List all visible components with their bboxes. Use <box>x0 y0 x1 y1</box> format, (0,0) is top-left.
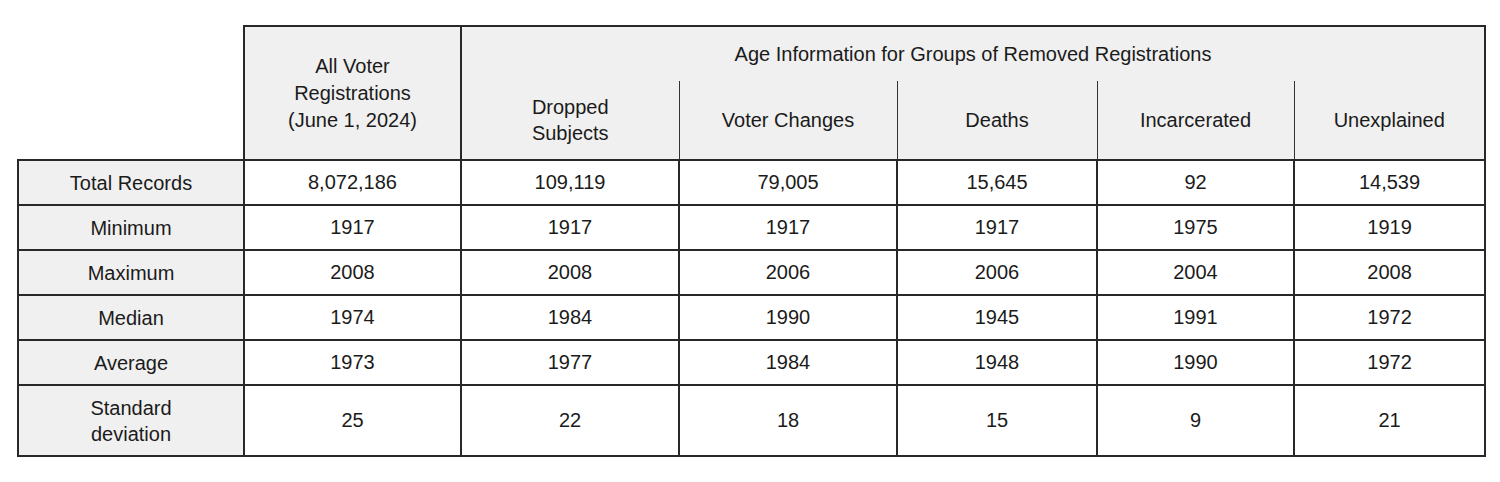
cell-value: 109,119 <box>461 160 679 205</box>
cell-value: 2006 <box>679 250 897 295</box>
row-label-maximum: Maximum <box>18 250 244 295</box>
cell-value: 1984 <box>461 295 679 340</box>
cell-value: 2004 <box>1097 250 1294 295</box>
row-label-total-records: Total Records <box>18 160 244 205</box>
cell-value: 1990 <box>1097 340 1294 385</box>
cell-value: 1975 <box>1097 205 1294 250</box>
cell-value: 1917 <box>461 205 679 250</box>
row-label-standard-deviation: Standard deviation <box>18 385 244 456</box>
cell-value: 1917 <box>244 205 461 250</box>
cell-value: 8,072,186 <box>244 160 461 205</box>
cell-value: 22 <box>461 385 679 456</box>
cell-value: 92 <box>1097 160 1294 205</box>
col-header-all-voter-registrations: All Voter Registrations (June 1, 2024) <box>244 26 461 160</box>
table-row-total-records: Total Records 8,072,186 109,119 79,005 1… <box>18 160 1485 205</box>
cell-value: 15 <box>897 385 1097 456</box>
table-row-maximum: Maximum 2008 2008 2006 2006 2004 2008 <box>18 250 1485 295</box>
voter-registration-stats-table: All Voter Registrations (June 1, 2024) A… <box>17 25 1486 457</box>
cell-value: 1919 <box>1294 205 1485 250</box>
cell-value: 25 <box>244 385 461 456</box>
cell-value: 1917 <box>897 205 1097 250</box>
cell-value: 18 <box>679 385 897 456</box>
cell-value: 2008 <box>1294 250 1485 295</box>
cell-value: 1991 <box>1097 295 1294 340</box>
col-header-deaths: Deaths <box>897 81 1097 160</box>
cell-value: 15,645 <box>897 160 1097 205</box>
table-row-median: Median 1974 1984 1990 1945 1991 1972 <box>18 295 1485 340</box>
cell-value: 21 <box>1294 385 1485 456</box>
cell-value: 1972 <box>1294 295 1485 340</box>
cell-value: 1990 <box>679 295 897 340</box>
col-header-unexplained: Unexplained <box>1294 81 1485 160</box>
row-label-median: Median <box>18 295 244 340</box>
cell-value: 1984 <box>679 340 897 385</box>
col-header-voter-changes: Voter Changes <box>679 81 897 160</box>
cell-value: 1917 <box>679 205 897 250</box>
table-row-average: Average 1973 1977 1984 1948 1990 1972 <box>18 340 1485 385</box>
cell-value: 1948 <box>897 340 1097 385</box>
cell-value: 1973 <box>244 340 461 385</box>
cell-value: 1972 <box>1294 340 1485 385</box>
cell-value: 1974 <box>244 295 461 340</box>
cell-value: 2006 <box>897 250 1097 295</box>
header-row-group: All Voter Registrations (June 1, 2024) A… <box>18 26 1485 81</box>
col-header-dropped-subjects: Dropped Subjects <box>461 81 679 160</box>
col-header-incarcerated: Incarcerated <box>1097 81 1294 160</box>
table-row-standard-deviation: Standard deviation 25 22 18 15 9 21 <box>18 385 1485 456</box>
table-row-minimum: Minimum 1917 1917 1917 1917 1975 1919 <box>18 205 1485 250</box>
group-header-age-information: Age Information for Groups of Removed Re… <box>461 26 1485 81</box>
cell-value: 14,539 <box>1294 160 1485 205</box>
cell-value: 2008 <box>244 250 461 295</box>
cell-value: 1945 <box>897 295 1097 340</box>
cell-value: 9 <box>1097 385 1294 456</box>
row-label-minimum: Minimum <box>18 205 244 250</box>
cell-value: 2008 <box>461 250 679 295</box>
row-label-average: Average <box>18 340 244 385</box>
corner-cell <box>18 26 244 160</box>
cell-value: 79,005 <box>679 160 897 205</box>
cell-value: 1977 <box>461 340 679 385</box>
